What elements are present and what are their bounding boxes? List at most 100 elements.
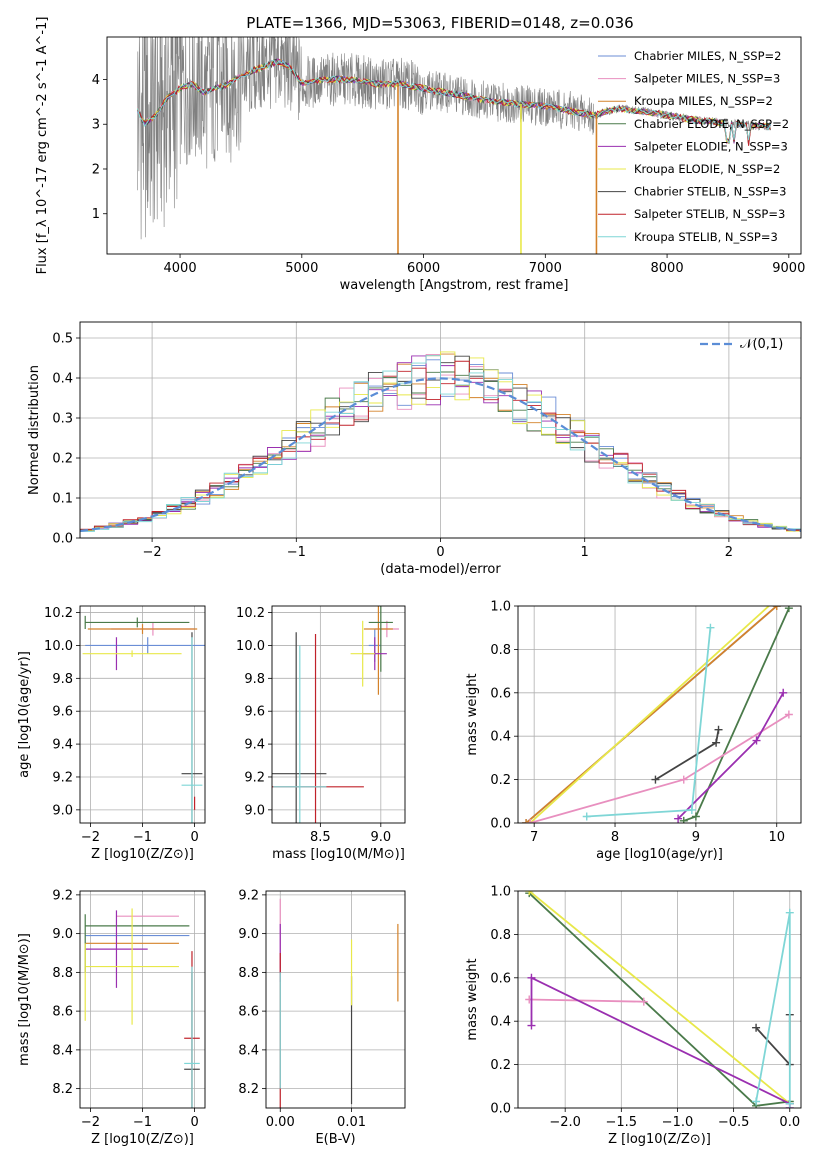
y-tick-label: 0.4 — [490, 1015, 511, 1030]
y-tick-label: 1.0 — [490, 600, 511, 615]
x-tick-label: 0 — [190, 830, 198, 845]
y-tick-label: 10.0 — [44, 639, 73, 654]
y-tick-label: 9.0 — [52, 927, 73, 942]
axes-frame — [79, 890, 206, 1109]
x-tick-label: −2 — [81, 830, 100, 845]
model-line-8 — [136, 59, 772, 145]
x-tick-label: −1.0 — [662, 1115, 694, 1130]
x-tick-label: 8 — [611, 830, 619, 845]
y-tick-label: 0.0 — [52, 532, 73, 547]
y-tick-label: 9.2 — [238, 888, 259, 903]
panel-mass-vs-EBV: 0.00 0.01 8.2 8.4 8.6 8.8 9.0 9.2 E(B-V) — [238, 888, 406, 1147]
legend-entry: Chabrier STELIB, N_SSP=3 — [634, 185, 786, 199]
plot-area — [136, 37, 772, 254]
x-tick-label: 0.0 — [779, 1115, 800, 1130]
y-tick-label: 0.2 — [490, 773, 511, 788]
weight-marker — [522, 819, 531, 823]
y-tick-label: 0.3 — [52, 412, 73, 427]
weight-marker — [777, 591, 785, 599]
y-tick-label: 8.6 — [52, 1005, 73, 1020]
y-tick-label: 10.2 — [236, 606, 265, 621]
weight-marker — [651, 775, 660, 784]
y-tick-label: 9.4 — [244, 738, 265, 753]
y-tick-label: 0.8 — [490, 643, 511, 658]
y-tick-label: 8.4 — [52, 1043, 73, 1058]
x-axis-label: E(B-V) — [315, 1132, 355, 1147]
normal-curve — [80, 377, 801, 533]
legend-entry: Kroupa STELIB, N_SSP=3 — [634, 230, 778, 244]
y-axis-label: age [log10(age/yr)] — [17, 651, 32, 778]
x-tick-label: 9 — [692, 830, 700, 845]
legend-entry: Salpeter ELODIE, N_SSP=3 — [634, 139, 788, 153]
axes-frame — [517, 890, 802, 1109]
x-tick-label: 0 — [436, 545, 444, 560]
y-axis-label: mass weight — [465, 673, 480, 755]
panel-massweight-vs-age: 7 8 9 10 0.0 0.2 0.4 0.6 0.8 1.0 age [log10(age/yr… — [465, 591, 802, 862]
x-tick-label: 5000 — [285, 261, 318, 276]
x-axis-label: mass [log10(M/M⊙)] — [272, 847, 405, 862]
y-tick-label: 4 — [92, 73, 100, 88]
weight-marker — [712, 738, 721, 747]
axes-frame — [79, 605, 206, 824]
x-tick-label: 0.01 — [337, 1115, 366, 1130]
axes-frame — [271, 605, 406, 824]
x-tick-label: 0.00 — [266, 1115, 295, 1130]
x-tick-label: 9.0 — [370, 830, 391, 845]
weight-marker — [674, 814, 683, 823]
panel-mass-vs-Z: −2 −1 0 8.2 8.4 8.6 8.8 9.0 9.2 Z [log10(Z/Z⊙)] ma… — [17, 888, 206, 1147]
y-tick-label: 9.6 — [52, 705, 73, 720]
y-tick-label: 9.0 — [52, 803, 73, 818]
weight-line-6 — [755, 1014, 791, 1067]
weight-marker — [752, 1097, 761, 1106]
y-tick-label: 8.8 — [238, 966, 259, 981]
axes-frame — [79, 321, 802, 539]
y-tick-label: 9.8 — [52, 672, 73, 687]
y-tick-label: 8.6 — [238, 1005, 259, 1020]
y-tick-label: 8.2 — [52, 1082, 73, 1097]
y-tick-label: 0.6 — [490, 971, 511, 986]
y-tick-label: 0.5 — [52, 332, 73, 347]
weight-marker — [785, 908, 794, 917]
y-tick-label: 0.2 — [490, 1058, 511, 1073]
y-tick-label: 1 — [92, 207, 100, 222]
x-tick-label: 7 — [530, 830, 538, 845]
y-tick-label: 9.8 — [244, 672, 265, 687]
x-tick-label: −1.5 — [606, 1115, 638, 1130]
x-tick-label: −2 — [143, 545, 162, 560]
figure-title: PLATE=1366, MJD=53063, FIBERID=0148, z=0… — [246, 14, 633, 32]
weight-marker — [687, 805, 696, 814]
y-tick-label: 9.4 — [52, 738, 73, 753]
y-tick-label: 9.6 — [244, 705, 265, 720]
x-tick-label: −0.5 — [718, 1115, 750, 1130]
y-axis-label: mass weight — [465, 958, 480, 1040]
x-tick-label: 4000 — [164, 261, 197, 276]
legend-entry: Salpeter MILES, N_SSP=3 — [634, 72, 780, 86]
weight-line-5 — [528, 891, 791, 1105]
y-axis-label: Normed distribution — [27, 365, 42, 495]
x-axis-label: Z [log10(Z/Z⊙)] — [91, 847, 194, 862]
axes-frame — [106, 36, 802, 255]
weight-line-2 — [525, 606, 778, 823]
weight-marker — [772, 606, 781, 610]
weight-marker — [526, 819, 535, 823]
histogram-8 — [80, 355, 801, 538]
x-axis-label: (data-model)/error — [380, 562, 501, 577]
x-axis-label: Z [log10(Z/Z⊙)] — [91, 1132, 194, 1147]
plot-area — [84, 908, 200, 1108]
y-tick-label: 8.8 — [52, 966, 73, 981]
y-tick-label: 0.4 — [490, 730, 511, 745]
weight-marker — [527, 973, 536, 982]
axes-frame — [265, 890, 406, 1109]
legend-entry: Kroupa MILES, N_SSP=2 — [634, 94, 773, 108]
x-tick-label: 6000 — [407, 261, 440, 276]
weight-marker — [714, 725, 723, 734]
panel-age-vs-Z: −2 −1 0 9.0 9.2 9.4 9.6 9.8 10.0 10.2 Z [log10(Z/Z… — [17, 605, 206, 862]
legend-entry: Chabrier MILES, N_SSP=2 — [634, 49, 781, 63]
x-tick-label: 7000 — [529, 261, 562, 276]
weight-marker — [691, 812, 700, 821]
weight-marker — [525, 891, 534, 895]
x-tick-label: −2.0 — [549, 1115, 581, 1130]
plot-area — [525, 891, 794, 1108]
panel-massweight-vs-Z: −2.0 −1.5 −1.0 −0.5 0.0 0.0 0.2 0.4 0.6 0.8 1.0 Z [… — [465, 885, 802, 1147]
